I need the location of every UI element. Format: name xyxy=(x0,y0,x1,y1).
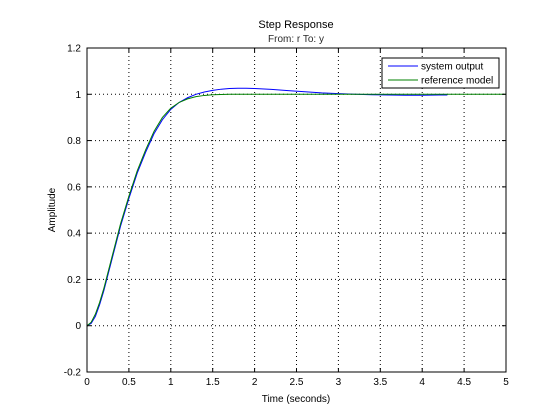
y-tick-label: 1.2 xyxy=(67,44,81,55)
x-tick-label: 2.5 xyxy=(290,377,304,388)
x-axis-label: Time (seconds) xyxy=(262,394,331,405)
y-tick-label: 0.2 xyxy=(67,275,81,286)
y-tick-label: 0.8 xyxy=(67,136,81,147)
x-tick-label: 2 xyxy=(252,377,258,388)
chart-subtitle: From: r To: y xyxy=(268,34,324,45)
x-tick-label: 1 xyxy=(168,377,174,388)
x-tick-label: 3 xyxy=(336,377,342,388)
y-tick-label: 0 xyxy=(75,321,81,332)
chart-title: Step Response xyxy=(258,19,333,31)
x-tick-label: 3.5 xyxy=(373,377,387,388)
y-tick-label: 0.4 xyxy=(67,229,81,240)
legend: system output reference model xyxy=(381,57,500,89)
series-layer xyxy=(86,87,506,327)
legend-box xyxy=(381,57,500,89)
x-tick-label: 5 xyxy=(503,377,509,388)
y-axis-label: Amplitude xyxy=(47,187,58,232)
x-tick-label: 1.5 xyxy=(206,377,220,388)
y-tick-label: -0.2 xyxy=(64,368,82,379)
legend-label-reference-model: reference model xyxy=(421,76,493,87)
y-tick-label: 1 xyxy=(75,90,81,101)
tick-layer xyxy=(86,47,507,373)
x-tick-label: 4 xyxy=(419,377,425,388)
x-tick-label: 4.5 xyxy=(457,377,471,388)
x-tick-label: 0 xyxy=(84,377,90,388)
legend-label-system-output: system output xyxy=(421,62,483,73)
series-line-reference-model xyxy=(86,93,506,327)
x-tick-label: 0.5 xyxy=(122,377,136,388)
plot-area xyxy=(87,48,506,372)
tick-label-layer: 0 0.5 1 1.5 2 2.5 3 3.5 4 4.5 5-0.200.20.40.60.811… xyxy=(64,44,509,389)
y-tick-label: 0.6 xyxy=(67,182,81,193)
